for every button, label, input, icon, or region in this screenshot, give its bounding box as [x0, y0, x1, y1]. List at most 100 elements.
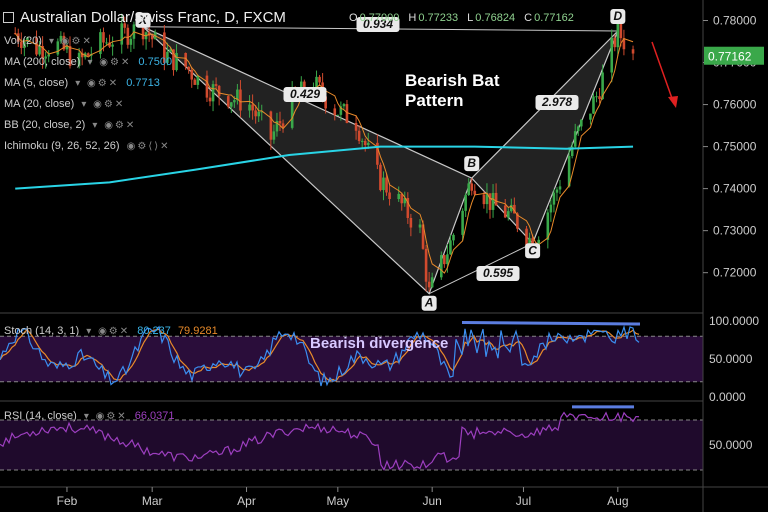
indicator-ichimoku[interactable]: Ichimoku (9, 26, 52, 26) ◉⚙⟨⟩✕ [4, 140, 171, 152]
indicator-ma5[interactable]: MA (5, close) ▾ ◉⚙✕ 0.7713 [4, 77, 160, 89]
candle-body [105, 42, 108, 44]
candle-body [576, 126, 580, 132]
divergence-label: Bearish divergence [310, 335, 448, 352]
candle-body [464, 194, 467, 211]
candle-body [345, 104, 349, 123]
candle-body [184, 52, 187, 67]
candle-body [467, 183, 470, 195]
candle-body [318, 76, 321, 83]
stoch-tick-label: 0.0000 [709, 390, 746, 404]
rsi-tick-label: 50.0000 [709, 438, 753, 452]
candle-body [187, 66, 190, 71]
candle-body [123, 23, 127, 28]
candle-body [595, 96, 598, 98]
candle-body [275, 121, 279, 132]
indicator-rsi[interactable]: RSI (14, close) ▾ ◉⚙✕ 66.0371 [4, 410, 175, 422]
indicator-bb[interactable]: BB (20, close, 2) ▾ ◉⚙✕ [4, 119, 136, 131]
candle-body [382, 177, 385, 191]
candle-body [379, 164, 382, 191]
ohlc-readout: O 0.77000 H 0.77233 L 0.76824 C 0.77162 [343, 12, 574, 24]
point-d-box [610, 9, 626, 25]
candle-body [190, 70, 194, 80]
candle-body [59, 35, 63, 42]
point-d-text: D [613, 9, 622, 23]
candle-body [126, 27, 130, 45]
pattern-title-line: Pattern [405, 91, 464, 110]
low-key: L [467, 12, 474, 24]
point-x-box [135, 12, 151, 28]
ratio-ab: 0.429 [283, 87, 327, 102]
open-key: O [349, 12, 358, 24]
x-tick-label: Aug [607, 494, 628, 508]
candle-body [129, 38, 133, 45]
close-value: 0.77162 [534, 12, 574, 24]
ratio-cd-box [535, 95, 579, 110]
y-tick-label: 0.78000 [713, 14, 757, 28]
ratio-xd-box [356, 17, 400, 32]
point-b: B [464, 156, 480, 172]
candle-body [589, 113, 592, 120]
candle-body [86, 53, 90, 56]
x-tick-label: Mar [142, 494, 163, 508]
candle-body [601, 72, 604, 100]
point-x: X [135, 12, 151, 28]
candle-body [546, 212, 550, 240]
indicator-buttons-icon[interactable]: ▾ ◉⚙✕ [75, 78, 120, 89]
candle-body [400, 193, 404, 204]
x-tick-label: May [326, 494, 349, 508]
point-a: A [421, 295, 437, 311]
candle-body [491, 192, 495, 210]
candle-body [38, 46, 41, 55]
divergence-line-stoch [461, 321, 641, 326]
rsi-value: 66.0371 [134, 410, 175, 422]
ratio-bc-text: 0.595 [483, 266, 513, 280]
indicator-buttons-icon[interactable]: ▾ ◉⚙✕ [83, 411, 128, 422]
indicator-ma20[interactable]: MA (20, close) ▾ ◉⚙✕ [4, 98, 125, 110]
indicator-buttons-icon[interactable]: ▾ ◉⚙✕ [81, 99, 126, 110]
candle-body [610, 37, 614, 73]
stoch-pane [0, 321, 703, 387]
x-tick-label: Jul [516, 494, 531, 508]
indicator-ma200[interactable]: MA (200, close) ▾ ◉⚙✕ 0.7500 [4, 56, 172, 68]
candle-body [443, 255, 446, 265]
candle-body [430, 277, 434, 288]
candle-body [278, 121, 282, 124]
candle-body [120, 23, 124, 45]
candle-body [376, 142, 379, 165]
indicator-buttons-icon[interactable]: ▾ ◉⚙✕ [86, 326, 131, 337]
ratio-cd-text: 2.978 [541, 95, 572, 109]
candle-body [461, 210, 464, 235]
candle-body [409, 217, 413, 228]
indicator-label: Stoch (14, 3, 1) [4, 325, 80, 337]
ratio-xd: 0.934 [356, 17, 400, 32]
candle-body [62, 35, 66, 50]
candle-body [510, 204, 513, 212]
candle-body [239, 89, 242, 111]
indicator-buttons-icon[interactable]: ▾ ◉⚙✕ [87, 57, 132, 68]
candle-body [35, 37, 38, 55]
candle-body [80, 52, 84, 58]
candle-body [537, 239, 540, 246]
candle-body [248, 104, 251, 111]
candle-body [573, 131, 577, 147]
indicator-buttons-icon[interactable]: ▾ ◉⚙✕ [48, 36, 93, 47]
indicator-buttons-icon[interactable]: ▾ ◉⚙✕ [92, 120, 137, 131]
ma5-line [14, 31, 634, 274]
point-c: C [525, 243, 541, 259]
x-tick-label: Jun [422, 494, 441, 508]
point-a-box [421, 295, 437, 311]
candle-body [619, 20, 623, 39]
candle-body [485, 193, 489, 205]
candle-body [513, 204, 516, 214]
indicator-buttons-icon[interactable]: ◉⚙⟨⟩✕ [126, 141, 171, 152]
close-key: C [524, 12, 533, 24]
ratio-bc-box [476, 266, 520, 281]
candle-body [150, 35, 154, 40]
indicator-vol[interactable]: Vol (20) ▾ ◉⚙✕ [4, 35, 93, 47]
candle-body [77, 52, 81, 66]
candle-body [503, 205, 507, 218]
candle-body [272, 131, 276, 140]
collapse-icon[interactable] [3, 12, 14, 23]
indicator-stoch[interactable]: Stoch (14, 3, 1) ▾ ◉⚙✕ 80.237 79.9281 [4, 325, 218, 337]
